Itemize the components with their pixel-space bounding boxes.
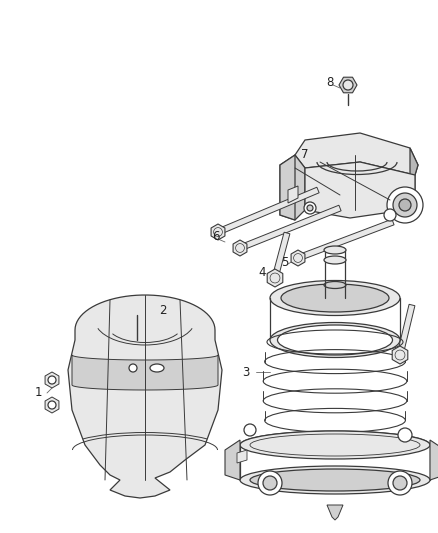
- Polygon shape: [430, 440, 438, 480]
- Circle shape: [48, 401, 56, 409]
- Polygon shape: [272, 232, 290, 279]
- Ellipse shape: [270, 322, 400, 358]
- Circle shape: [258, 471, 282, 495]
- Text: 6: 6: [212, 230, 220, 244]
- Polygon shape: [267, 269, 283, 287]
- Polygon shape: [211, 224, 225, 240]
- Polygon shape: [72, 355, 218, 390]
- Polygon shape: [280, 155, 295, 220]
- Ellipse shape: [150, 364, 164, 372]
- Polygon shape: [45, 397, 59, 413]
- Text: 1: 1: [34, 386, 42, 400]
- Circle shape: [48, 376, 56, 384]
- Polygon shape: [280, 155, 305, 220]
- Ellipse shape: [278, 325, 392, 355]
- Polygon shape: [240, 431, 430, 445]
- Text: 2: 2: [159, 303, 167, 317]
- Polygon shape: [288, 186, 298, 203]
- Polygon shape: [217, 187, 319, 235]
- Polygon shape: [291, 250, 305, 266]
- Polygon shape: [68, 295, 222, 498]
- Ellipse shape: [281, 284, 389, 312]
- Circle shape: [387, 187, 423, 223]
- Polygon shape: [233, 240, 247, 256]
- Polygon shape: [239, 205, 341, 251]
- Polygon shape: [397, 304, 415, 356]
- Polygon shape: [339, 77, 357, 93]
- Text: 8: 8: [326, 76, 334, 88]
- Text: 7: 7: [301, 149, 309, 161]
- Polygon shape: [225, 440, 240, 480]
- Circle shape: [307, 205, 313, 211]
- Polygon shape: [327, 505, 343, 520]
- Ellipse shape: [240, 431, 430, 459]
- Circle shape: [388, 471, 412, 495]
- Polygon shape: [295, 133, 418, 175]
- Polygon shape: [237, 450, 247, 463]
- Circle shape: [129, 364, 137, 372]
- Circle shape: [263, 476, 277, 490]
- Circle shape: [398, 428, 412, 442]
- Ellipse shape: [250, 469, 420, 491]
- Polygon shape: [45, 372, 59, 388]
- Ellipse shape: [270, 280, 400, 316]
- Ellipse shape: [324, 256, 346, 264]
- Ellipse shape: [324, 246, 346, 254]
- Polygon shape: [305, 162, 415, 218]
- Circle shape: [244, 424, 256, 436]
- Circle shape: [343, 80, 353, 90]
- Circle shape: [399, 199, 411, 211]
- Polygon shape: [405, 148, 418, 210]
- Circle shape: [304, 202, 316, 214]
- Circle shape: [393, 193, 417, 217]
- Circle shape: [384, 209, 396, 221]
- Circle shape: [393, 476, 407, 490]
- Ellipse shape: [240, 466, 430, 494]
- Polygon shape: [297, 219, 394, 261]
- Ellipse shape: [324, 281, 346, 288]
- Polygon shape: [392, 346, 408, 364]
- Text: 3: 3: [242, 366, 250, 378]
- Text: 4: 4: [258, 266, 266, 279]
- Text: 5: 5: [281, 255, 289, 269]
